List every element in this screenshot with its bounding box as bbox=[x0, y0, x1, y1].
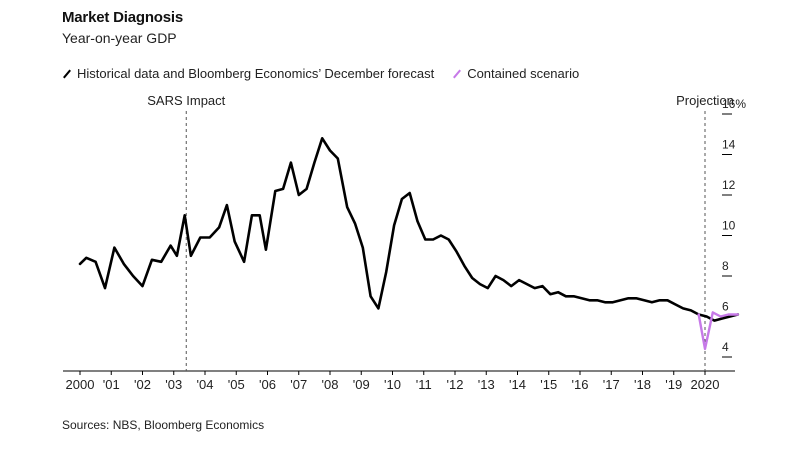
legend-label-contained: Contained scenario bbox=[467, 66, 580, 81]
y-tick-label: 14 bbox=[722, 138, 736, 152]
x-tick-label: '13 bbox=[478, 377, 495, 392]
x-tick-label: '06 bbox=[259, 377, 276, 392]
legend-item-contained: Contained scenario bbox=[452, 66, 579, 81]
x-tick-label: '02 bbox=[134, 377, 151, 392]
x-tick-label: '01 bbox=[103, 377, 120, 392]
axes-layer: 2000 '01 '02 '03 '04 '05 '06 '07 '08 '09 '10 '11 '12… bbox=[63, 97, 746, 392]
y-tick-label: 10 bbox=[722, 219, 736, 233]
source-note: Sources: NBS, Bloomberg Economics bbox=[62, 418, 265, 432]
x-tick-label: '11 bbox=[416, 377, 432, 392]
x-tick-label: '16 bbox=[572, 377, 589, 392]
annotations-layer: SARS Impact Projection bbox=[147, 93, 734, 371]
y-tick-label: 12 bbox=[722, 178, 736, 192]
y-tick-label: 16% bbox=[722, 97, 746, 111]
series-historical-line bbox=[78, 137, 740, 322]
y-tick-label: 8 bbox=[722, 259, 729, 273]
x-tick-label: '08 bbox=[322, 377, 339, 392]
legend-label-historical: Historical data and Bloomberg Economics’… bbox=[77, 66, 435, 81]
x-tick-label: '12 bbox=[447, 377, 464, 392]
chart-legend: Historical data and Bloomberg Economics’… bbox=[62, 66, 579, 81]
chart-subtitle: Year-on-year GDP bbox=[62, 30, 177, 46]
x-tick-label: '19 bbox=[665, 377, 682, 392]
x-tick-label: '05 bbox=[228, 377, 245, 392]
x-tick-label: '09 bbox=[353, 377, 370, 392]
y-tick-label: 6 bbox=[722, 300, 729, 314]
x-tick-label: '04 bbox=[197, 377, 214, 392]
x-tick-label: '07 bbox=[290, 377, 307, 392]
x-tick-label: '14 bbox=[509, 377, 526, 392]
annotation-label: Projection bbox=[676, 93, 734, 108]
chart-title: Market Diagnosis bbox=[62, 9, 184, 26]
x-tick-label: '10 bbox=[384, 377, 401, 392]
x-tick-label: '17 bbox=[603, 377, 620, 392]
x-tick-label: '15 bbox=[540, 377, 557, 392]
annotation-label: SARS Impact bbox=[147, 93, 225, 108]
series-contained-line bbox=[697, 311, 739, 351]
x-tick-label: '03 bbox=[165, 377, 182, 392]
x-tick-label: 2000 bbox=[66, 377, 95, 392]
legend-item-historical: Historical data and Bloomberg Economics’… bbox=[62, 66, 434, 81]
x-tick-label: 2020 bbox=[691, 377, 720, 392]
y-tick-label: 4 bbox=[722, 340, 729, 354]
x-tick-label: '18 bbox=[634, 377, 651, 392]
series-layer bbox=[78, 137, 740, 351]
